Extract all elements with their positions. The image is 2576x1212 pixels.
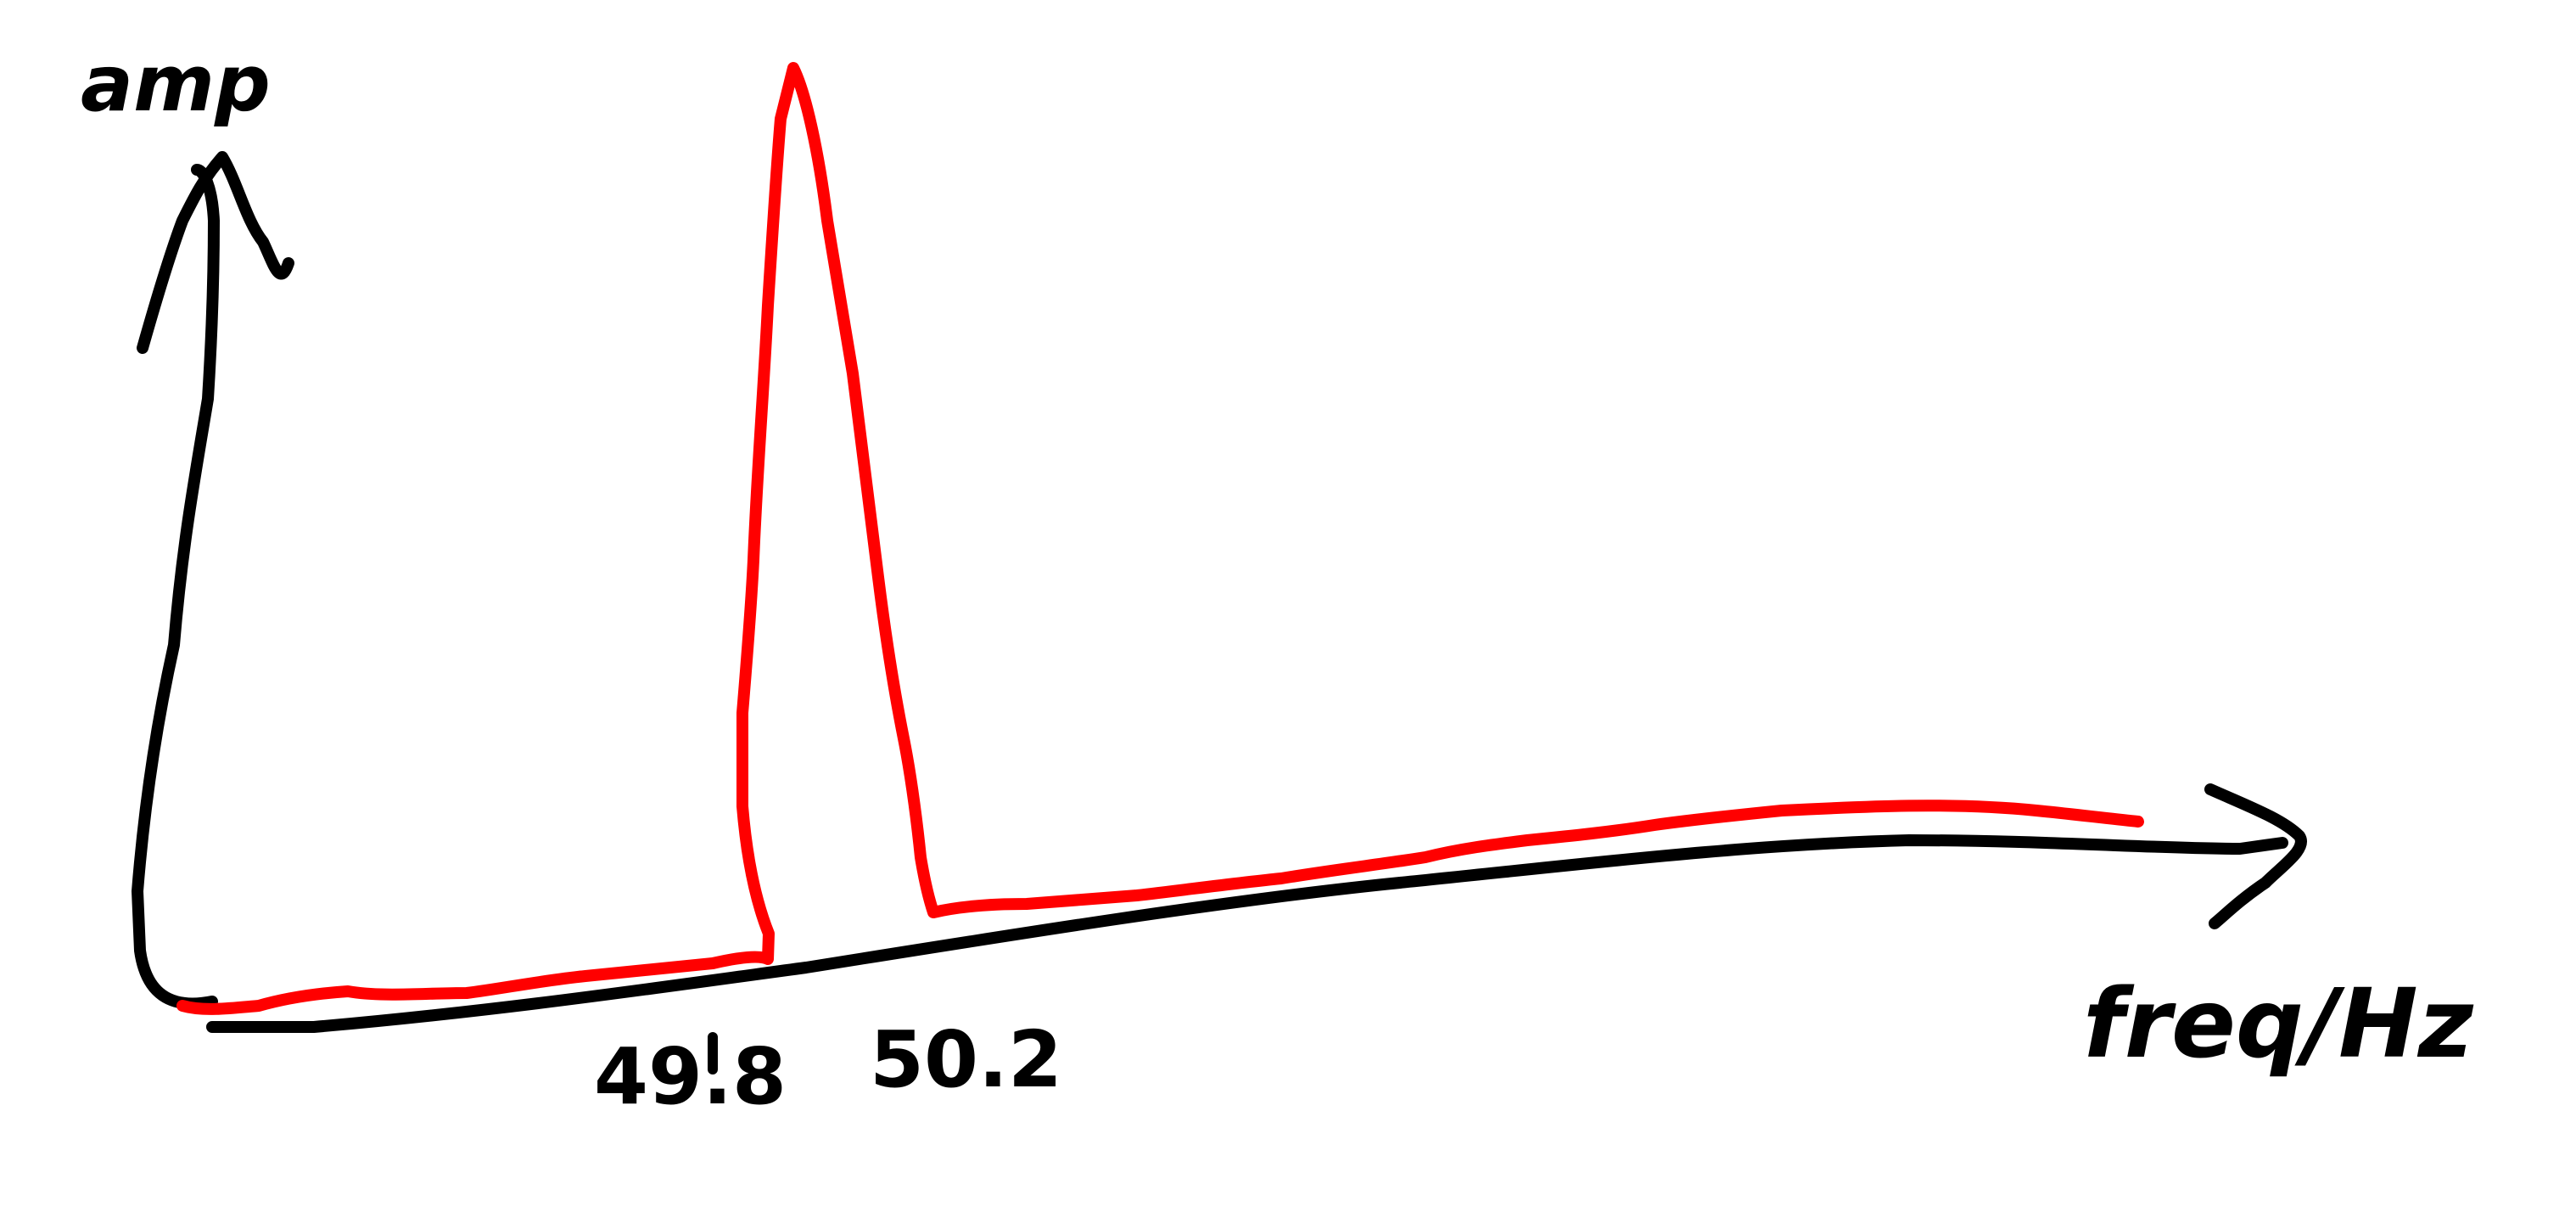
y-axis-label: amp	[81, 38, 271, 129]
spectrum-curve	[176, 62, 2144, 1015]
tick-label-50-2: 50.2	[870, 1014, 1062, 1105]
tick-label-49-8: 49.8	[594, 1031, 787, 1122]
x-axis-line	[206, 834, 2288, 1033]
y-axis-line	[132, 164, 220, 1010]
x-axis-label: freq/Hz	[2083, 969, 2474, 1080]
y-axis-arrowhead	[137, 151, 294, 354]
x-axis-arrowhead	[2204, 783, 2307, 929]
